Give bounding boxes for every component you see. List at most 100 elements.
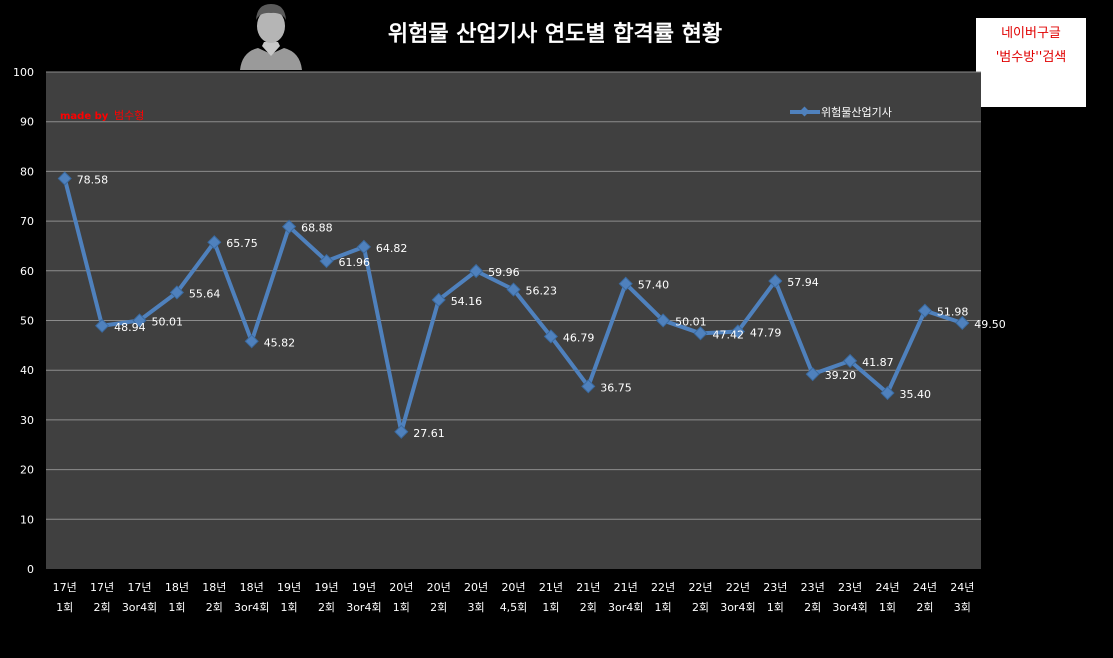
y-tick-label: 70	[20, 215, 34, 228]
x-tick-label-year: 20년	[501, 581, 525, 594]
data-label: 65.75	[226, 237, 257, 250]
x-tick-label-year: 22년	[651, 581, 675, 594]
badge-line1: 네이버구글	[1001, 26, 1061, 41]
data-label: 35.40	[900, 388, 932, 401]
x-tick-label-round: 3or4회	[234, 601, 269, 614]
x-tick-label-round: 3or4회	[122, 601, 157, 614]
data-point	[581, 379, 596, 394]
data-label: 56.23	[526, 285, 558, 298]
data-label: 47.42	[713, 328, 745, 341]
x-tick-label-year: 24년	[950, 581, 974, 594]
data-point	[244, 334, 259, 349]
data-point	[730, 324, 745, 339]
data-label: 48.94	[114, 321, 146, 334]
y-tick-label: 50	[20, 315, 34, 328]
x-tick-label-year: 17년	[127, 581, 151, 594]
y-tick-label: 80	[20, 165, 34, 178]
data-label: 41.87	[862, 356, 894, 369]
data-point	[543, 329, 558, 344]
series-markers	[57, 171, 970, 439]
y-tick-label: 10	[20, 513, 34, 526]
data-label: 78.58	[77, 173, 109, 186]
watermark-prefix: made by	[60, 111, 109, 122]
data-label: 59.96	[488, 266, 519, 279]
x-tick-label-year: 24년	[875, 581, 899, 594]
x-tick-label-round: 2회	[430, 601, 447, 614]
x-tick-label-round: 3or4회	[608, 601, 643, 614]
x-tick-label-round: 1회	[542, 601, 559, 614]
data-point	[656, 313, 671, 328]
data-label: 47.79	[750, 326, 782, 339]
data-label: 50.01	[675, 315, 707, 328]
x-tick-label-year: 24년	[913, 581, 937, 594]
data-point	[843, 353, 858, 368]
data-point	[917, 303, 932, 318]
x-tick-label-year: 21년	[614, 581, 638, 594]
data-label: 39.20	[825, 369, 857, 382]
x-tick-label-round: 3회	[954, 601, 971, 614]
data-point	[57, 171, 72, 186]
y-tick-label: 90	[20, 116, 34, 129]
data-label: 61.96	[339, 256, 371, 269]
gridlines	[46, 71, 981, 520]
series-line	[62, 177, 963, 434]
data-point	[394, 424, 409, 439]
data-point	[768, 273, 783, 289]
data-point	[955, 315, 970, 331]
data-label: 45.82	[264, 336, 296, 349]
x-tick-label-round: 2회	[804, 601, 821, 614]
x-tick-label-round: 2회	[318, 601, 335, 614]
data-point	[618, 276, 633, 291]
badge-line2: '범수방''검색	[995, 50, 1067, 65]
data-label: 50.01	[152, 315, 184, 328]
x-tick-label-year: 22년	[726, 581, 750, 594]
x-tick-label-round: 3or4회	[346, 601, 381, 614]
x-tick-label-year: 18년	[165, 581, 189, 594]
y-tick-label: 100	[13, 66, 34, 79]
data-label: 49.50	[974, 318, 1006, 331]
data-point	[169, 285, 184, 300]
plot-area	[46, 72, 981, 569]
data-point	[95, 318, 110, 333]
x-tick-label-round: 2회	[692, 601, 709, 614]
x-tick-label-year: 23년	[801, 581, 825, 594]
data-label: 36.75	[600, 381, 632, 394]
y-tick-label: 60	[20, 265, 34, 278]
avatar-icon	[236, 2, 306, 70]
x-tick-label-round: 2회	[206, 601, 223, 614]
data-label: 68.88	[301, 222, 333, 235]
y-tick-label: 40	[20, 364, 34, 377]
x-tick-label-year: 20년	[427, 581, 451, 594]
data-point	[319, 253, 334, 269]
search-badge: 네이버구글 '범수방''검색	[976, 18, 1086, 107]
data-point	[506, 282, 521, 297]
x-tick-label-year: 21년	[539, 581, 563, 594]
x-tick-label-round: 3or4회	[720, 601, 755, 614]
x-tick-label-year: 18년	[202, 581, 226, 594]
data-point	[356, 239, 371, 254]
data-label: 55.64	[189, 287, 221, 300]
x-tick-label-round: 1회	[879, 601, 896, 614]
y-axis: 0 10 20 30 40 50 60 70 80 90 100	[13, 66, 34, 576]
data-point	[132, 313, 147, 328]
x-tick-label-round: 1회	[767, 601, 784, 614]
data-labels: 78.58 48.94 50.01 55.64 65.75 45.82 68.88 61.96…	[77, 173, 1006, 439]
data-point	[282, 219, 297, 234]
y-tick-label: 0	[27, 563, 34, 576]
x-tick-label-year: 18년	[240, 581, 264, 594]
x-tick-label-year: 19년	[352, 581, 376, 594]
data-point	[469, 263, 484, 279]
series-line-path	[62, 177, 963, 434]
data-point	[805, 367, 820, 382]
legend: 위험물산업기사	[790, 106, 892, 119]
x-tick-label-year: 17년	[53, 581, 77, 594]
legend-label: 위험물산업기사	[821, 106, 892, 119]
x-tick-label-year: 22년	[688, 581, 712, 594]
x-tick-label-year: 19년	[314, 581, 338, 594]
watermark-name: 범수형	[114, 109, 144, 122]
data-label: 51.98	[937, 306, 969, 319]
x-tick-label-round: 3회	[468, 601, 485, 614]
x-tick-label-round: 2회	[94, 601, 111, 614]
chart-title: 위험물 산업기사 연도별 합격률 현황	[387, 22, 723, 47]
